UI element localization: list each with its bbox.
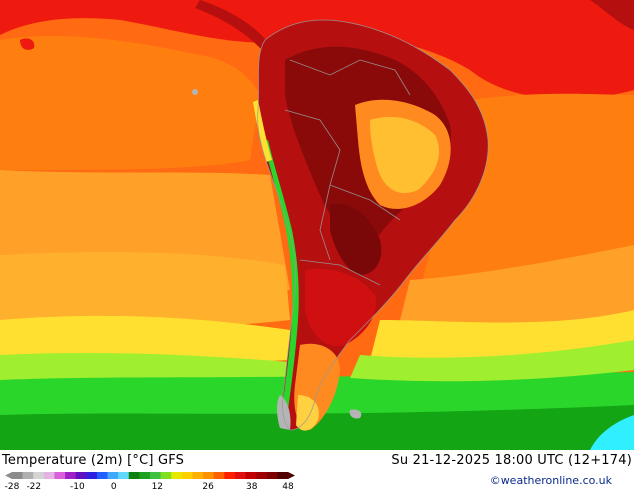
colorbar-swatch (203, 472, 214, 479)
colorbar-tick-label: 12 (152, 482, 163, 490)
band-atlantic-light-orange (400, 245, 634, 335)
band-orange-pacific (0, 35, 260, 170)
colorbar-swatch (150, 472, 161, 479)
colorbar-tick-label: -10 (70, 482, 85, 490)
band-cyan-corner (590, 415, 634, 450)
caribbean-islands (590, 0, 634, 30)
band-bright-red-top (0, 0, 634, 100)
colorbar-swatch (277, 472, 289, 479)
map-title: Temperature (2m) [°C] GFS (2, 453, 185, 468)
band-dark-green-south (0, 405, 634, 450)
band-yellow-orange-pacific (0, 252, 290, 330)
andes-grey-south (277, 395, 291, 430)
region-chaco-deep-red (330, 204, 382, 275)
temperature-colorbar: -28 -22 -10 0 12 26 38 48 (5, 472, 295, 490)
colorbar-swatch (128, 472, 140, 479)
colorbar-swatches (5, 472, 295, 479)
colorbar-arrow-right (288, 472, 295, 479)
colorbar-arrow-left (5, 472, 12, 479)
colorbar-swatch (245, 472, 257, 479)
colorbar-swatch (107, 472, 119, 479)
map-valid-time: Su 21-12-2025 18:00 UTC (12+174) (391, 453, 632, 468)
band-atlantic-lime (350, 340, 634, 382)
west-pacific-red-blob (20, 38, 35, 50)
colorbar-swatch (171, 472, 183, 479)
colorbar-swatch (33, 472, 45, 479)
colorbar-tick-label: -22 (26, 482, 41, 490)
band-yellow-south (0, 315, 290, 363)
region-patagonia-yellow (296, 395, 319, 431)
temperature-map (0, 0, 634, 450)
colorbar-swatch (96, 472, 108, 479)
colorbar-swatch (22, 472, 34, 479)
galapagos-marker (192, 89, 198, 95)
colorbar-swatch (139, 472, 151, 479)
colorbar-tick-label: 26 (202, 482, 214, 490)
region-pampas-red (305, 268, 376, 346)
colorbar-swatch (224, 472, 236, 479)
colorbar-swatch (12, 472, 23, 479)
country-borders (257, 19, 489, 431)
colorbar-swatch (213, 472, 225, 479)
colorbar-ticks: -28 -22 -10 0 12 26 38 48 (5, 482, 294, 490)
colorbar-tick-label: -28 (5, 482, 20, 490)
colorbar-swatch (192, 472, 204, 479)
colorbar-swatch (181, 472, 193, 479)
colorbar-tick-label: 48 (282, 482, 294, 490)
colorbar-swatch (234, 472, 246, 479)
colorbar-swatch (86, 472, 98, 479)
colorbar-swatch (256, 472, 268, 479)
andes-green-strip (264, 140, 299, 410)
colorbar-swatch (118, 472, 130, 479)
colorbar-swatch (65, 472, 76, 479)
credit-link[interactable]: ©weatheronline.co.uk (489, 474, 612, 487)
colorbar-swatch (266, 472, 278, 479)
band-lime-south (0, 352, 290, 383)
colorbar-swatch (160, 472, 172, 479)
southern-island-grey (349, 409, 362, 419)
colorbar-tick-label: 38 (246, 482, 258, 490)
central-america (195, 0, 270, 50)
colorbar-swatch (75, 472, 87, 479)
colorbar-swatch (43, 472, 55, 479)
map-footer: Temperature (2m) [°C] GFS Su 21-12-2025 … (0, 450, 634, 490)
colorbar-tick-label: 0 (111, 482, 117, 490)
region-brazil-highlands-inner (370, 116, 439, 194)
colorbar-swatch (54, 472, 66, 479)
